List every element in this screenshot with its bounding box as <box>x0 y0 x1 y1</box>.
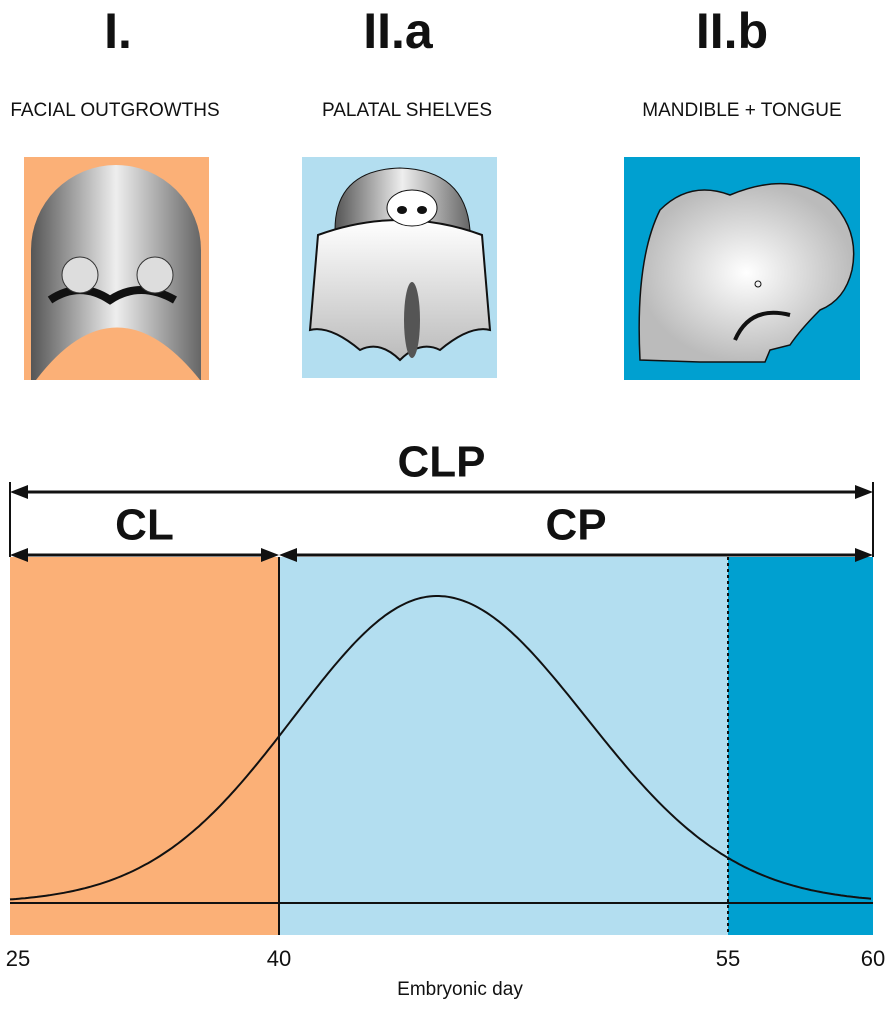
stage-label: PALATAL SHELVES <box>322 100 492 121</box>
x-tick-label: 55 <box>716 946 740 971</box>
arrow-head <box>855 548 873 562</box>
period <box>279 557 728 935</box>
arrow-head <box>10 485 28 499</box>
x-tick-label: 60 <box>861 946 885 971</box>
stage-numeral: I. <box>104 3 132 59</box>
facial-illustration <box>31 165 201 380</box>
stage-numeral: II.a <box>363 3 434 59</box>
x-axis-label: Embryonic day <box>397 979 523 1000</box>
stage-numeral: II.b <box>696 3 768 59</box>
stage-label: FACIAL OUTGROWTHS <box>10 100 219 121</box>
span-label: CLP <box>398 438 486 487</box>
span-label: CP <box>545 501 606 550</box>
span-label: CL <box>115 501 174 550</box>
curve <box>9 595 872 901</box>
arrow-head <box>279 548 297 562</box>
palate-illustration <box>308 167 492 362</box>
period <box>728 557 873 935</box>
arrow-head <box>10 548 28 562</box>
mandible-illustration <box>638 182 855 363</box>
arrow-head <box>855 485 873 499</box>
x-tick-label: 40 <box>267 946 291 971</box>
arrow-head <box>261 548 279 562</box>
stage-label: MANDIBLE + TONGUE <box>642 100 841 121</box>
x-tick-label: 25 <box>6 946 30 971</box>
period <box>10 557 279 935</box>
